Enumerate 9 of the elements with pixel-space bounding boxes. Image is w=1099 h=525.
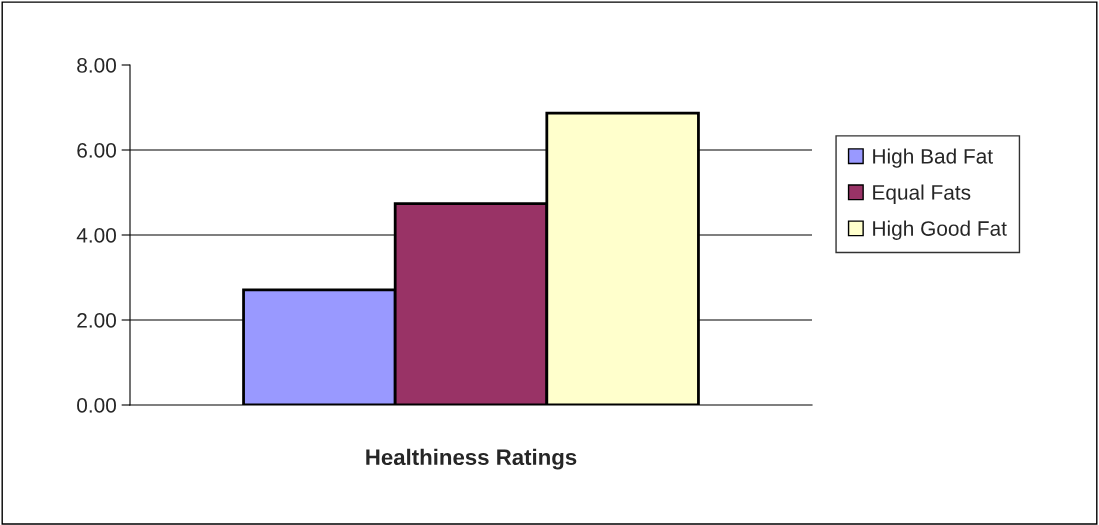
legend-label: High Bad Fat xyxy=(873,148,993,168)
y-tick-label: 2.00 xyxy=(77,313,116,328)
x-axis-title: Healthiness Ratings xyxy=(366,448,577,470)
y-tick-label: 6.00 xyxy=(77,143,116,158)
legend-label: Equal Fats xyxy=(873,184,971,204)
y-tick-label: 8.00 xyxy=(77,58,116,73)
legend-label: High Good Fat xyxy=(873,220,1007,240)
y-tick-label: 0.00 xyxy=(77,398,116,413)
y-tick-label: 4.00 xyxy=(76,228,116,243)
